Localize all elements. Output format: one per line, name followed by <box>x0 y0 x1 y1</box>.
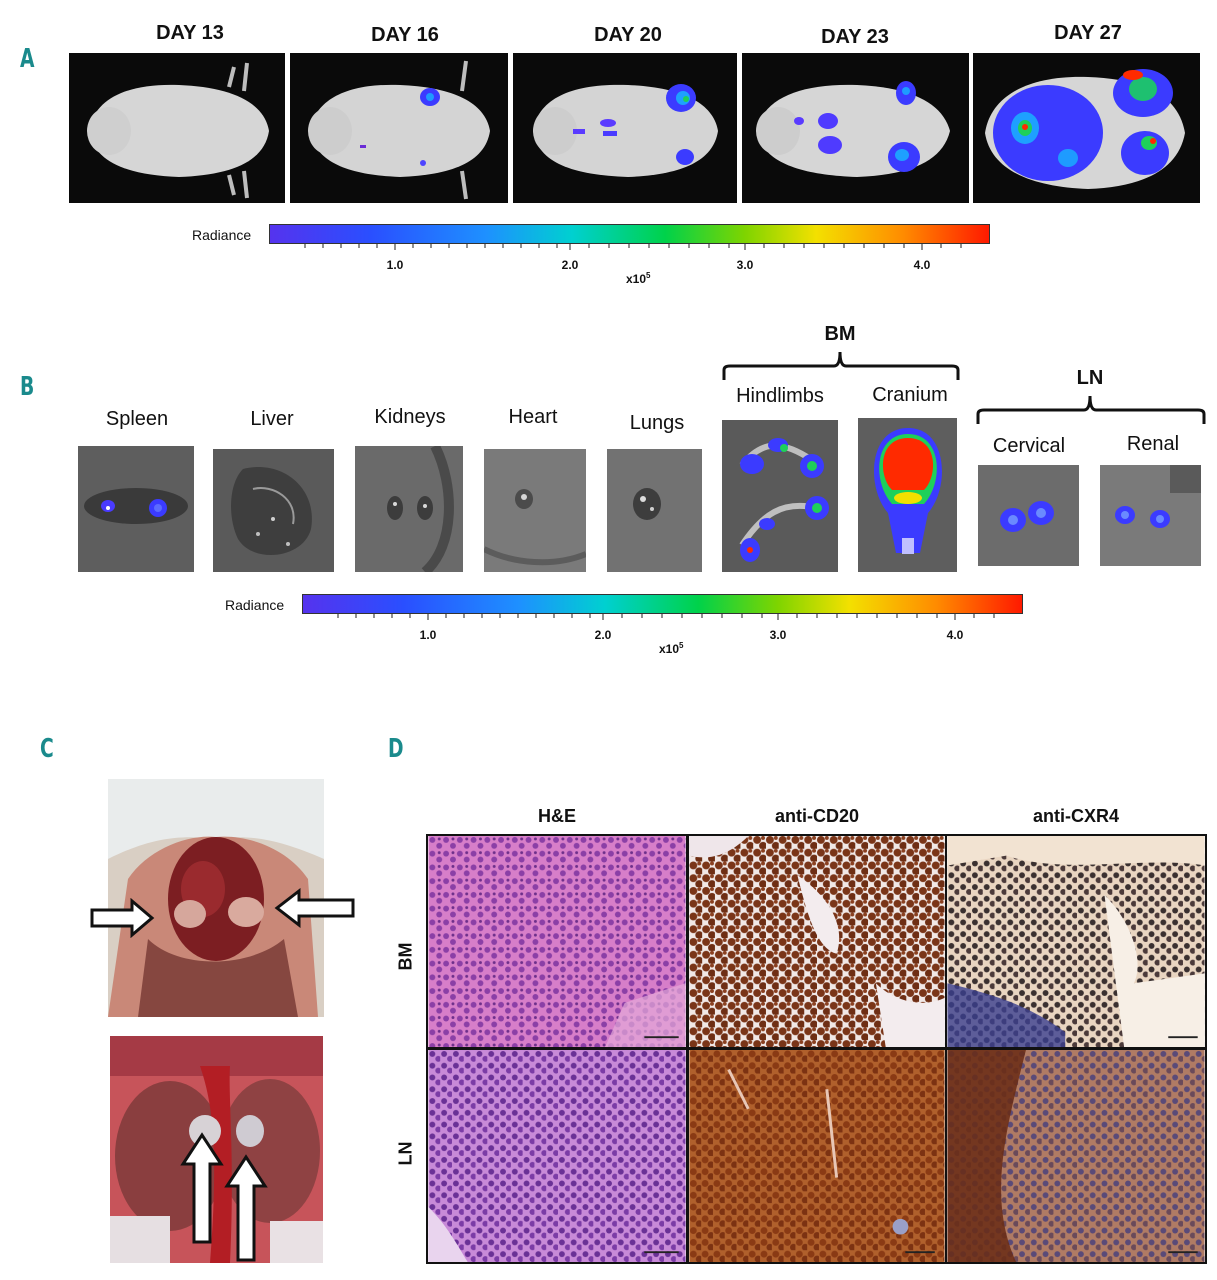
colorbar-tick-label: 4.0 <box>913 258 931 272</box>
column-header: anti-CXR4 <box>1032 806 1120 826</box>
unit-base: x10 <box>659 642 680 656</box>
colorbar-title: Radiance <box>192 227 252 243</box>
organ-image-spleen <box>78 446 194 572</box>
colorbar-tick-label: 3.0 <box>769 628 787 642</box>
organ-label: Liver <box>250 408 294 430</box>
bioluminescence-image <box>742 53 969 203</box>
organ-label: Renal <box>1126 433 1180 455</box>
organ-label: Heart <box>508 406 558 428</box>
unit-exponent: 5 <box>646 271 651 280</box>
colorbar-tick-label: 3.0 <box>736 258 754 272</box>
colorbar-title: Radiance <box>225 597 285 613</box>
organ-image-hindlimbs <box>722 420 838 572</box>
organ-image-lungs <box>607 449 702 572</box>
day-label: DAY 27 <box>1054 22 1122 44</box>
radiance-colorbar <box>269 224 990 244</box>
organ-image-kidneys <box>355 446 463 572</box>
arrow-up-icon <box>180 1132 224 1244</box>
organ-label: Cranium <box>872 384 948 406</box>
panel-letter-c: C <box>40 734 54 764</box>
bioluminescence-image <box>973 53 1200 203</box>
panel-letter-a: A <box>20 44 35 74</box>
organ-image-renal <box>1100 465 1201 566</box>
organ-image-cranium <box>858 418 957 572</box>
histology-he-bm <box>426 834 688 1049</box>
colorbar-tick-label: 1.0 <box>386 258 404 272</box>
arrow-left-icon <box>274 888 355 928</box>
panel-letter-d: D <box>388 734 404 764</box>
organ-image-cervical <box>978 465 1079 566</box>
histology-cxcr4-bm <box>945 834 1207 1049</box>
colorbar-tick-label: 4.0 <box>946 628 964 642</box>
unit-base: x10 <box>626 272 647 286</box>
panel-letter-b: B <box>20 372 35 402</box>
colorbar-tick-label: 2.0 <box>561 258 579 272</box>
bioluminescence-image <box>290 53 508 203</box>
day-label: DAY 20 <box>594 24 662 46</box>
bioluminescence-image <box>513 53 737 203</box>
day-label: DAY 13 <box>156 22 224 44</box>
column-header: anti-CD20 <box>774 806 860 826</box>
colorbar-tick-label: 2.0 <box>594 628 612 642</box>
bioluminescence-image <box>69 53 285 203</box>
column-header: H&E <box>537 806 577 826</box>
day-label: DAY 16 <box>371 24 439 46</box>
colorbar-ticks <box>337 614 995 620</box>
colorbar-tick-label: 1.0 <box>419 628 437 642</box>
histology-cd20-bm <box>687 834 947 1049</box>
organ-image-liver <box>213 449 334 572</box>
organ-label: Kidneys <box>374 406 446 428</box>
organ-label: Cervical <box>992 435 1066 457</box>
organ-label: Spleen <box>105 408 169 430</box>
organ-image-heart <box>484 449 586 572</box>
day-label: DAY 23 <box>821 26 889 48</box>
histology-he-ln <box>426 1048 688 1264</box>
group-label-ln: LN <box>1076 367 1104 389</box>
row-header: LN <box>395 1141 416 1166</box>
organ-label: Hindlimbs <box>736 385 824 407</box>
colorbar-ticks <box>304 244 962 250</box>
radiance-colorbar <box>302 594 1023 614</box>
row-header: BM <box>395 942 416 971</box>
dissection-photo-top <box>108 779 324 1017</box>
colorbar-unit: x105 <box>626 271 650 286</box>
colorbar-unit: x105 <box>659 641 683 656</box>
histology-cxcr4-ln <box>945 1048 1207 1264</box>
unit-exponent: 5 <box>679 641 684 650</box>
arrow-up-icon <box>224 1154 268 1262</box>
arrow-right-icon <box>90 898 155 938</box>
dissection-photo-bottom <box>110 1036 323 1263</box>
organ-label: Lungs <box>629 412 685 434</box>
bm-bracket <box>722 351 960 380</box>
ln-bracket <box>976 395 1206 424</box>
histology-cd20-ln <box>687 1048 947 1264</box>
group-label-bm: BM <box>824 323 856 345</box>
